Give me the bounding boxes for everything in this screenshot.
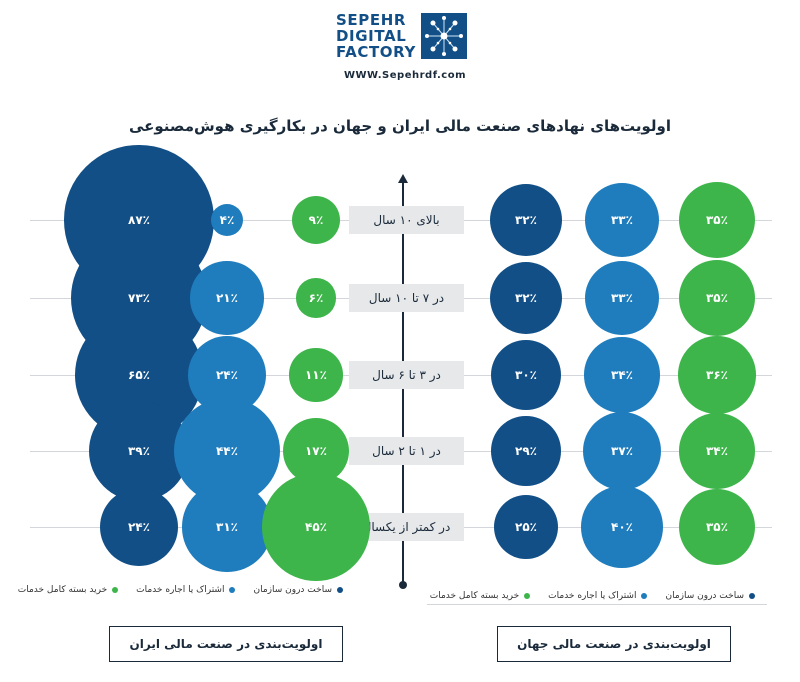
legend-dot-share-rent: [229, 587, 236, 593]
logo-line-3: FACTORY: [336, 43, 416, 61]
bubble-value-label: ۳۴٪: [610, 367, 633, 382]
legend-world: ساخت درون سازمان اشتراک یا اجاره خدمات خ…: [430, 591, 755, 601]
bubble-value-label: ۴٪: [219, 213, 235, 227]
world-bubble: ۴۰٪: [581, 486, 663, 568]
iran-bubble: ۱۷٪: [283, 418, 349, 484]
legend-divider: [427, 604, 767, 605]
world-bubble: ۳۴٪: [584, 337, 660, 413]
world-bubble: ۳۵٪: [678, 488, 756, 566]
world-bubble: ۳۵٪: [678, 181, 756, 259]
legend-iran: ساخت درون سازمان اشتراک یا اجاره خدمات خ…: [18, 585, 343, 595]
legend-item-share-rent: اشتراک یا اجاره خدمات: [136, 585, 236, 595]
legend-label: اشتراک یا اجاره خدمات: [136, 585, 225, 595]
bubble-value-label: ۲۱٪: [215, 290, 238, 305]
iran-bubble: ۴٪: [211, 204, 243, 236]
world-bubble: ۳۰٪: [490, 339, 562, 411]
bubble-value-label: ۳۵٪: [705, 519, 728, 534]
bubble-value-label: ۳۵٪: [705, 212, 728, 227]
bubble-value-label: ۱۷٪: [304, 443, 327, 458]
iran-bubble: ۹٪: [292, 196, 340, 244]
bubble-value-label: ۷۳٪: [128, 290, 150, 305]
bubble-value-label: ۲۵٪: [515, 520, 537, 534]
bubble-value-label: ۳۰٪: [515, 367, 537, 382]
legend-item-share-rent: اشتراک یا اجاره خدمات: [548, 591, 648, 601]
world-bubble: ۳۲٪: [489, 261, 563, 335]
world-bubble: ۳۲٪: [489, 183, 563, 257]
legend-dot-in-house: [337, 587, 343, 593]
bubble-value-label: ۳۳٪: [610, 290, 633, 305]
bubble-value-label: ۴۴٪: [215, 443, 238, 458]
logo-network-icon: [421, 13, 467, 59]
category-label: بالای ۱۰ سال: [349, 206, 464, 234]
bubble-value-label: ۳۲٪: [514, 290, 537, 305]
bubble-value-label: ۳۱٪: [216, 519, 238, 534]
bubble-value-label: ۴۰٪: [611, 519, 633, 534]
legend-dot-full-purchase: [112, 587, 119, 593]
legend-dot-full-purchase: [524, 593, 531, 599]
legend-dot-share-rent: [641, 593, 648, 599]
legend-label: خرید بسته کامل خدمات: [17, 585, 108, 595]
world-bubble: ۳۳٪: [584, 182, 660, 258]
category-label: در ۷ تا ۱۰ سال: [349, 284, 464, 312]
world-bubble: ۲۹٪: [491, 416, 561, 486]
bubble-value-label: ۳۳٪: [610, 212, 633, 227]
bubble-value-label: ۲۴٪: [215, 367, 238, 382]
legend-label: اشتراک یا اجاره خدمات: [548, 591, 637, 601]
legend-item-in-house: ساخت درون سازمان: [253, 585, 343, 595]
category-label: در ۱ تا ۲ سال: [349, 437, 464, 465]
world-bubble: ۳۷٪: [582, 411, 662, 491]
category-label: در ۳ تا ۶ سال: [349, 361, 464, 389]
bubble-value-label: ۶۵٪: [128, 367, 150, 382]
bubble-value-label: ۲۴٪: [127, 519, 150, 534]
logo-url: WWW.Sepehrdf.com: [343, 70, 467, 81]
world-bubble: ۲۵٪: [493, 494, 559, 560]
bubble-value-label: ۲۹٪: [515, 443, 537, 458]
world-bubble: ۳۳٪: [584, 260, 660, 336]
bubble-value-label: ۱۱٪: [304, 367, 327, 382]
bubble-value-label: ۳۷٪: [611, 443, 633, 458]
legend-label: ساخت درون سازمان: [253, 585, 332, 595]
legend-dot-in-house: [749, 593, 755, 599]
chart-title: اولویت‌های نهادهای صنعت مالی ایران و جها…: [128, 117, 672, 135]
logo-line-2: DIGITAL: [336, 27, 407, 45]
legend-item-full-purchase: خرید بسته کامل خدمات: [429, 591, 531, 601]
iran-bubble: ۴۵٪: [262, 473, 370, 581]
iran-bubble: ۳۱٪: [182, 482, 272, 572]
footer-world: اولویت‌بندی در صنعت مالی جهان: [497, 626, 731, 662]
bubble-value-label: ۳۴٪: [705, 443, 728, 458]
axis-arrow-icon: [398, 174, 408, 183]
bubble-value-label: ۶٪: [308, 290, 324, 305]
iran-bubble: ۳۹٪: [89, 401, 189, 501]
bubble-value-label: ۳۲٪: [514, 212, 537, 227]
world-bubble: ۳۶٪: [678, 336, 756, 414]
axis-origin-dot: [399, 581, 407, 589]
bubble-value-label: ۹٪: [308, 213, 324, 227]
bubble-value-label: ۴۵٪: [305, 519, 327, 534]
iran-bubble: ۶٪: [296, 278, 336, 318]
legend-label: ساخت درون سازمان: [665, 591, 744, 601]
bubble-value-label: ۳۹٪: [127, 443, 150, 458]
world-bubble: ۳۵٪: [678, 259, 756, 337]
footer-iran: اولویت‌بندی در صنعت مالی ایران: [109, 626, 343, 662]
bubble-value-label: ۸۷٪: [128, 212, 150, 227]
bubble-value-label: ۳۵٪: [705, 290, 728, 305]
iran-bubble: ۲۱٪: [190, 261, 264, 335]
bubble-value-label: ۳۶٪: [706, 367, 728, 382]
logo-wordmark: SEPEHR DIGITAL FACTORY: [336, 12, 420, 60]
legend-label: خرید بسته کامل خدمات: [429, 591, 520, 601]
logo-line-1: SEPEHR: [336, 11, 406, 29]
iran-bubble: ۱۱٪: [289, 348, 343, 402]
legend-item-full-purchase: خرید بسته کامل خدمات: [17, 585, 119, 595]
world-bubble: ۳۴٪: [679, 413, 755, 489]
iran-bubble: ۲۴٪: [99, 487, 179, 567]
legend-item-in-house: ساخت درون سازمان: [665, 591, 755, 601]
